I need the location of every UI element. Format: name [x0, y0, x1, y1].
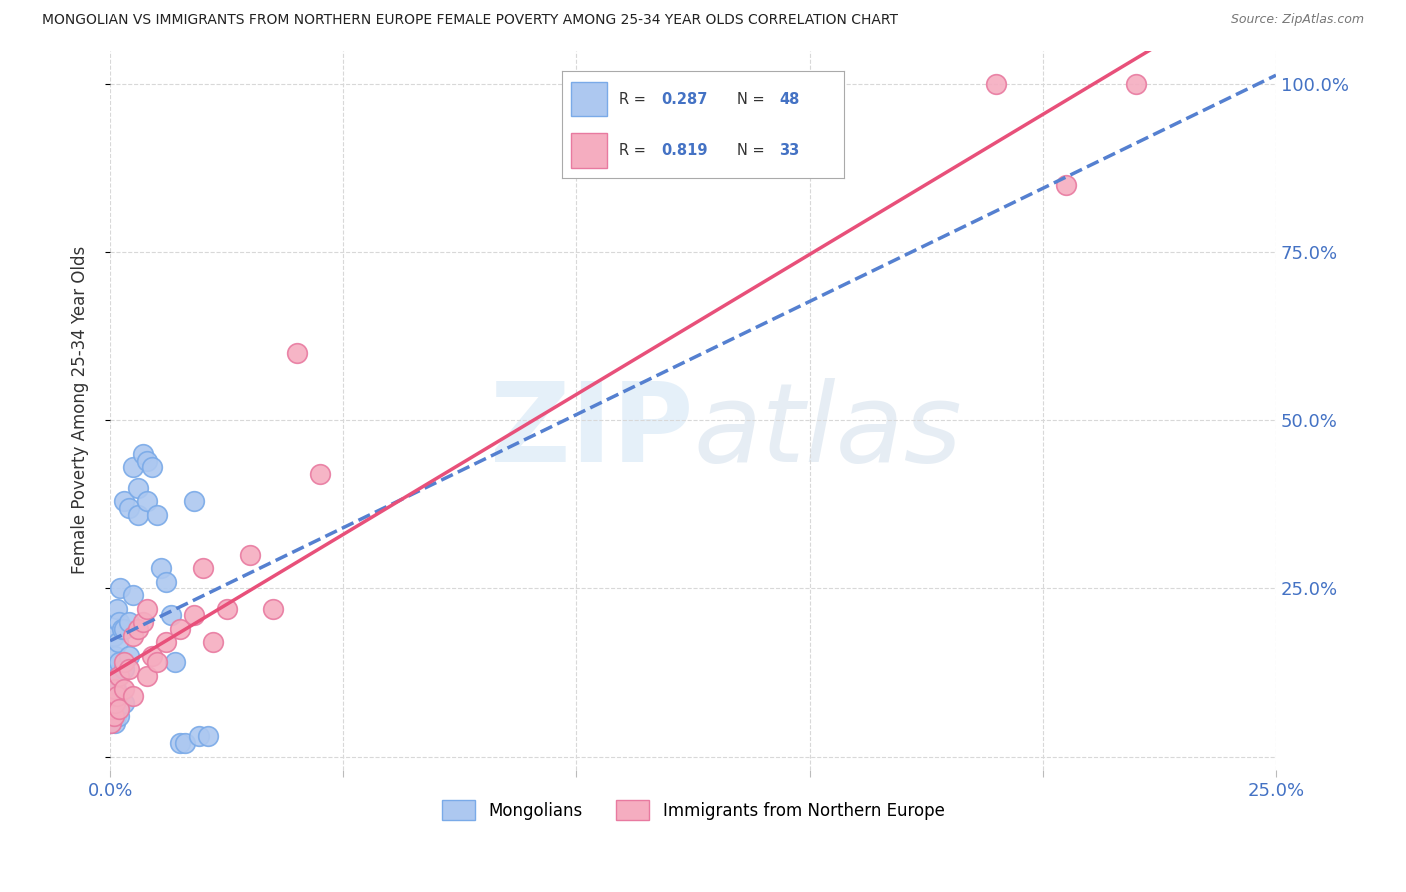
FancyBboxPatch shape: [571, 82, 607, 116]
Point: [111, 622, 134, 636]
Point: [104, 648, 127, 663]
Point: [132, 447, 155, 461]
Point: [122, 628, 145, 642]
Text: ZIP: ZIP: [489, 378, 693, 485]
Point: [108, 615, 131, 629]
Text: 0.287: 0.287: [661, 92, 707, 107]
Point: [103, 669, 125, 683]
Point: [122, 689, 145, 703]
Point: [285, 346, 308, 360]
Point: [108, 702, 131, 716]
Point: [169, 736, 191, 750]
Text: N =: N =: [737, 92, 769, 107]
Text: N =: N =: [737, 143, 769, 158]
Point: [122, 588, 145, 602]
Point: [141, 460, 163, 475]
Point: [101, 702, 124, 716]
Point: [136, 494, 159, 508]
Point: [239, 548, 262, 562]
Point: [105, 601, 128, 615]
Point: [103, 702, 125, 716]
Point: [104, 682, 127, 697]
Point: [103, 628, 125, 642]
Point: [169, 622, 191, 636]
Legend: Mongolians, Immigrants from Northern Europe: Mongolians, Immigrants from Northern Eur…: [434, 794, 950, 826]
Point: [101, 682, 124, 697]
Point: [193, 561, 215, 575]
Point: [112, 656, 135, 670]
Text: R =: R =: [619, 92, 650, 107]
Point: [112, 622, 135, 636]
Point: [104, 702, 127, 716]
Point: [104, 662, 127, 676]
Point: [173, 736, 195, 750]
Point: [136, 601, 159, 615]
Point: [183, 494, 205, 508]
Point: [104, 715, 127, 730]
Point: [155, 635, 177, 649]
Point: [1054, 178, 1077, 193]
Text: atlas: atlas: [693, 378, 962, 485]
Point: [118, 500, 141, 515]
Y-axis label: Female Poverty Among 25-34 Year Olds: Female Poverty Among 25-34 Year Olds: [72, 246, 89, 574]
Point: [105, 709, 128, 723]
Point: [108, 709, 131, 723]
Point: [104, 696, 127, 710]
Text: 48: 48: [779, 92, 799, 107]
Point: [145, 656, 167, 670]
Point: [1125, 77, 1147, 91]
Point: [127, 622, 149, 636]
Point: [103, 696, 125, 710]
Point: [105, 689, 128, 703]
Point: [122, 460, 145, 475]
Point: [107, 669, 129, 683]
Point: [107, 635, 129, 649]
Point: [118, 648, 141, 663]
Point: [103, 709, 125, 723]
Point: [105, 696, 128, 710]
Point: [112, 662, 135, 676]
Point: [187, 730, 209, 744]
Point: [141, 648, 163, 663]
Point: [104, 689, 127, 703]
Point: [118, 662, 141, 676]
Point: [136, 669, 159, 683]
Point: [112, 696, 135, 710]
Point: [155, 574, 177, 589]
Point: [215, 601, 238, 615]
Point: [136, 454, 159, 468]
Point: [183, 608, 205, 623]
Point: [159, 608, 181, 623]
Point: [127, 481, 149, 495]
Point: [101, 696, 124, 710]
Point: [309, 467, 332, 482]
Point: [165, 656, 187, 670]
Point: [132, 615, 155, 629]
FancyBboxPatch shape: [571, 134, 607, 168]
Text: 33: 33: [779, 143, 799, 158]
Point: [100, 715, 122, 730]
Point: [150, 561, 173, 575]
Point: [108, 656, 131, 670]
Point: [262, 601, 284, 615]
Text: 0.819: 0.819: [661, 143, 707, 158]
Point: [110, 582, 132, 596]
Point: [108, 689, 131, 703]
Point: [201, 635, 224, 649]
Point: [197, 730, 219, 744]
Point: [108, 669, 131, 683]
Point: [112, 682, 135, 697]
Point: [100, 715, 122, 730]
Point: [127, 508, 149, 522]
Point: [104, 682, 127, 697]
Point: [145, 508, 167, 522]
Text: Source: ZipAtlas.com: Source: ZipAtlas.com: [1230, 13, 1364, 27]
Point: [118, 615, 141, 629]
Point: [984, 77, 1007, 91]
Text: R =: R =: [619, 143, 650, 158]
Point: [112, 494, 135, 508]
Text: MONGOLIAN VS IMMIGRANTS FROM NORTHERN EUROPE FEMALE POVERTY AMONG 25-34 YEAR OLD: MONGOLIAN VS IMMIGRANTS FROM NORTHERN EU…: [42, 13, 898, 28]
